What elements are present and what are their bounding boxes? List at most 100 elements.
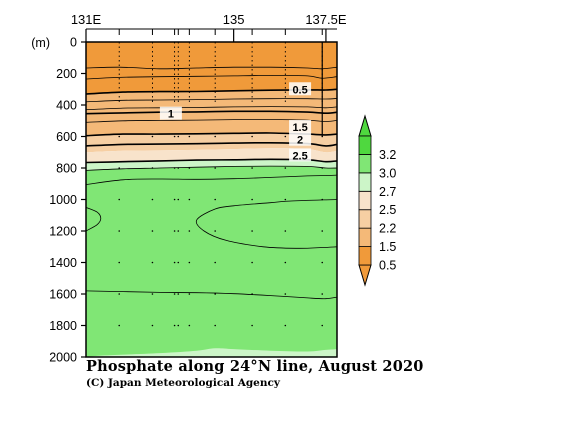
- sample-dot: [188, 167, 191, 169]
- sample-dot: [151, 324, 154, 327]
- sample-dot: [151, 167, 154, 169]
- sample-dot: [214, 198, 216, 201]
- contour-label-3: 2: [297, 135, 303, 147]
- y-tick-label-6: 1200: [49, 225, 77, 239]
- y-tick-label-0: 0: [70, 36, 77, 50]
- sample-dot: [214, 293, 216, 295]
- y-tick-label-2: 400: [56, 99, 77, 113]
- contour-line-2_5-9: [86, 158, 337, 164]
- sample-dot: [284, 293, 287, 295]
- sample-dot: [251, 198, 253, 201]
- sample-dot: [321, 230, 324, 232]
- sample-dot: [188, 324, 191, 327]
- y-tick-label-4: 800: [56, 162, 77, 176]
- sample-dot: [188, 198, 191, 201]
- y-tick-label-10: 2000: [49, 351, 77, 365]
- colorbar-segment-4: [358, 172, 372, 192]
- sample-dot: [177, 230, 180, 232]
- fill-band-5: [86, 166, 337, 357]
- contour-line-1_5-7: [86, 132, 337, 137]
- sample-dot: [321, 198, 324, 201]
- sample-dot: [118, 230, 121, 232]
- sample-dot: [177, 324, 180, 327]
- sample-dot: [173, 198, 176, 201]
- colorbar-segment-5: [358, 154, 372, 174]
- sample-dot: [118, 198, 121, 201]
- sample-dot: [251, 293, 253, 295]
- sample-dot: [214, 261, 216, 264]
- sample-dot: [173, 135, 176, 138]
- colorbar-segment-0: [358, 246, 372, 266]
- sample-dot: [151, 135, 154, 138]
- colorbar-label-6: 3.2: [379, 148, 396, 162]
- plot-area: 0.5 1 1.52 2.5: [86, 42, 337, 357]
- sample-dot: [214, 230, 216, 232]
- x-tick-label-2: 137.5E: [305, 12, 347, 27]
- colorbar-low-arrow: [358, 264, 372, 287]
- contour-label-bg-4: [289, 148, 312, 162]
- sample-dot: [284, 135, 287, 138]
- contour-line-0_9-4: [86, 106, 337, 111]
- sample-dot: [173, 230, 176, 232]
- contour-label-bg-2: [289, 120, 312, 134]
- sample-dot: [251, 135, 253, 138]
- colorbar-label-0: 0.5: [379, 259, 396, 273]
- colorbar-label-2: 2.2: [379, 222, 396, 236]
- sample-dot: [188, 261, 191, 264]
- contour-label-bg-0: [289, 82, 312, 96]
- deep-patch: [86, 348, 337, 357]
- chart-credit: (C) Japan Meteorological Agency: [86, 377, 280, 389]
- contour-label-bg-3: [289, 132, 312, 146]
- contour-label-2: 1.5: [292, 122, 307, 134]
- fill-band-4: [86, 159, 337, 171]
- sample-dot: [177, 167, 180, 169]
- sample-dot: [284, 230, 287, 232]
- sample-dot: [173, 261, 176, 264]
- contour-label-4: 2.5: [292, 150, 307, 162]
- sample-dot: [177, 135, 180, 138]
- sample-dot: [251, 324, 253, 327]
- sample-dot: [214, 135, 216, 138]
- sample-dot: [151, 261, 154, 264]
- sample-dot: [321, 261, 324, 264]
- sample-dot: [321, 324, 324, 327]
- colorbar-label-5: 3.0: [379, 166, 396, 180]
- sample-dot: [321, 293, 324, 295]
- sample-dot: [321, 167, 324, 169]
- contour-loop-1: [195, 199, 337, 249]
- sample-dot: [173, 293, 176, 295]
- y-tick-label-7: 1400: [49, 256, 77, 270]
- chart-title: Phosphate along 24°N line, August 2020: [86, 358, 424, 375]
- sample-dot: [284, 324, 287, 327]
- sample-dot: [118, 135, 121, 138]
- sample-dot: [173, 324, 176, 327]
- y-tick-label-8: 1600: [49, 288, 77, 302]
- contour-line-0_5-2: [86, 88, 337, 95]
- contour-line-1-5: [86, 110, 337, 115]
- colorbar-label-3: 2.5: [379, 203, 396, 217]
- sample-dot: [151, 198, 154, 201]
- sample-dot: [118, 261, 121, 264]
- y-tick-label-5: 1000: [49, 193, 77, 207]
- sample-dot: [214, 167, 216, 169]
- y-tick-label-9: 1800: [49, 319, 77, 333]
- sample-dot: [251, 167, 253, 169]
- colorbar-segment-3: [358, 190, 372, 211]
- colorbar-segment-1: [358, 227, 372, 247]
- contour-line-2_9-11: [86, 174, 337, 185]
- contour-loop-0: [86, 207, 102, 232]
- contour-line-1_2-6: [86, 119, 337, 123]
- contour-line-3-12: [86, 290, 337, 300]
- x-tick-label-0: 131E: [71, 12, 102, 27]
- y-tick-label-1: 200: [56, 67, 77, 81]
- x-tick-label-1: 135: [223, 12, 245, 27]
- colorbar-label-1: 1.5: [379, 240, 396, 254]
- sample-dot: [177, 293, 180, 295]
- sample-dot: [118, 324, 121, 327]
- contour-line-2-8: [86, 141, 337, 147]
- y-tick-label-3: 600: [56, 130, 77, 144]
- contour-label-0: 0.5: [292, 84, 307, 96]
- sample-dot: [251, 261, 253, 264]
- sample-dot: [214, 324, 216, 327]
